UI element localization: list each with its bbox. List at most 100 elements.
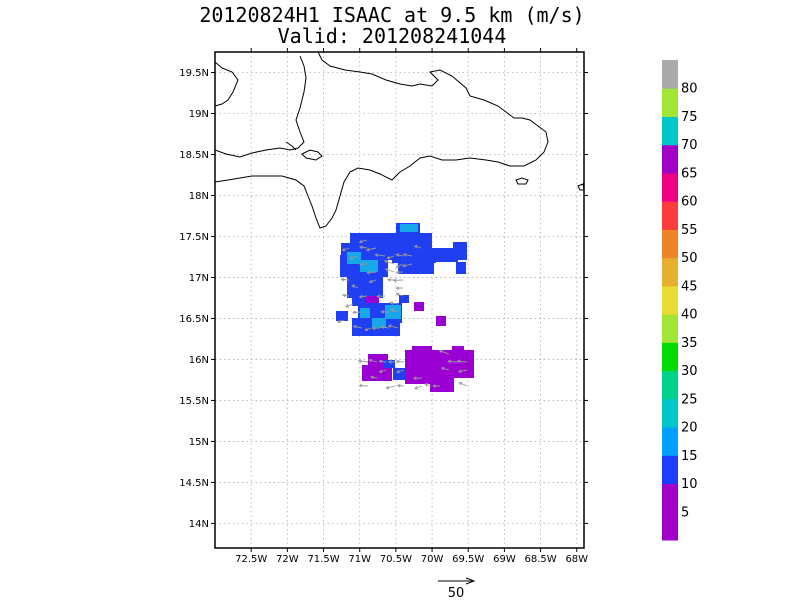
speed-cell <box>430 248 458 262</box>
wind-arrow <box>351 284 359 289</box>
wind-arrow-head <box>395 286 400 290</box>
colorbar-swatch <box>662 342 678 372</box>
lat-tick-label: 15N <box>189 437 209 448</box>
wind-arrow-head <box>369 375 374 380</box>
wind-arrow <box>345 303 354 308</box>
lat-tick-label: 19N <box>189 109 209 120</box>
wind-arrow-head <box>349 256 354 260</box>
wind-arrow-head <box>396 369 400 374</box>
colorbar: 5 10 15 20 25 30 35 40 45 50 55 60 65 70 75 80 <box>662 60 698 541</box>
wind-arrow <box>366 247 377 251</box>
wind-arrow-head <box>340 277 345 282</box>
reference-vector-label: 50 <box>448 586 465 600</box>
lon-tick-label: 68W <box>565 554 588 565</box>
wind-arrow <box>439 350 450 355</box>
speed-cell <box>372 318 386 328</box>
speed-cell <box>393 368 407 380</box>
wind-arrow-head <box>395 359 400 364</box>
lon-tick-label: 70.5W <box>380 554 412 565</box>
wind-arrow-head <box>384 268 389 272</box>
lat-tick-label: 14N <box>189 519 209 530</box>
wind-arrow <box>396 369 405 373</box>
speed-cell <box>430 376 454 392</box>
wind-arrow-head <box>395 292 400 297</box>
lon-tick-label: 70W <box>421 554 444 565</box>
colorbar-label: 20 <box>681 421 698 436</box>
wind-arrow-head <box>358 294 363 299</box>
lat-tick-label: 16.5N <box>179 314 209 325</box>
speed-cell <box>352 292 368 306</box>
colorbar-swatch <box>662 201 678 230</box>
colorbar-label: 15 <box>681 449 698 464</box>
wind-arrow-head <box>352 310 356 315</box>
colorbar-label: 50 <box>681 251 698 266</box>
wind-arrow-head <box>432 384 436 388</box>
wind-arrow-head <box>396 383 401 388</box>
wind-arrow <box>379 369 387 373</box>
speed-cell <box>392 249 436 263</box>
wind-arrow <box>395 254 404 257</box>
colorbar-swatch <box>662 257 678 287</box>
wind-arrow <box>359 246 368 249</box>
speed-cell <box>362 365 392 381</box>
colorbar-label: 40 <box>681 308 698 323</box>
colorbar-swatch <box>662 455 678 485</box>
wind-arrow <box>358 360 369 363</box>
lat-tick-label: 17.5N <box>179 232 209 243</box>
wind-arrow-head <box>345 304 349 308</box>
colorbar-swatch <box>662 172 678 202</box>
wind-arrow <box>459 382 468 387</box>
wind-arrow-head <box>387 324 392 328</box>
lat-tick-label: 15.5N <box>179 396 209 407</box>
wind-arrow <box>342 294 350 297</box>
speed-cell <box>400 224 418 232</box>
speed-cell <box>436 316 446 326</box>
wind-arrow-head <box>438 349 443 354</box>
wind-arrow-head <box>368 358 373 363</box>
wind-arrow-head <box>378 359 383 364</box>
lon-tick-label: 72.5W <box>235 554 267 565</box>
lon-tick-label: 68.5W <box>525 554 557 565</box>
wind-arrow <box>396 293 404 297</box>
wind-arrow-head <box>380 325 385 330</box>
wind-arrow-head <box>386 277 391 282</box>
haiti-coast <box>215 55 307 158</box>
speed-cell <box>383 360 395 368</box>
lat-tick-label: 17N <box>189 273 209 284</box>
saona-island <box>515 177 529 185</box>
reference-vector: 50 <box>438 577 476 600</box>
colorbar-label: 30 <box>681 364 698 379</box>
wind-arrow <box>396 263 404 268</box>
lon-tick-label: 71W <box>348 554 371 565</box>
colorbar-swatch <box>662 427 678 456</box>
wind-arrow <box>458 369 468 373</box>
colorbar-label: 70 <box>681 138 698 153</box>
wind-arrow <box>369 279 377 283</box>
wind-arrow-head <box>392 278 397 283</box>
reference-arrow-head <box>465 577 476 585</box>
speed-cell <box>448 350 474 378</box>
colorbar-label: 75 <box>681 110 698 125</box>
colorbar-label: 10 <box>681 477 698 492</box>
speed-cell <box>360 260 378 272</box>
wind-arrow <box>414 245 422 249</box>
coastline <box>215 52 584 229</box>
wind-arrow <box>381 326 390 329</box>
wind-arrow-head <box>383 259 388 264</box>
colorbar-label: 55 <box>681 223 698 238</box>
wind-arrow <box>366 271 377 274</box>
wind-arrow-head <box>359 245 363 250</box>
colorbar-label: 65 <box>681 166 698 181</box>
plot-title: 20120824H1 ISAAC at 9.5 km (m/s) <box>199 3 585 27</box>
lon-tick-label: 72W <box>276 554 299 565</box>
wind-arrow <box>425 383 432 387</box>
colorbar-swatch <box>662 370 678 400</box>
wind-arrow-head <box>413 244 418 249</box>
wind-arrow <box>379 360 387 363</box>
colorbar-swatch-top <box>662 60 678 89</box>
wind-arrow <box>457 360 468 363</box>
wind-arrow-head <box>386 255 391 260</box>
wind-arrow-head <box>389 308 394 312</box>
tortuga-island <box>285 141 297 151</box>
